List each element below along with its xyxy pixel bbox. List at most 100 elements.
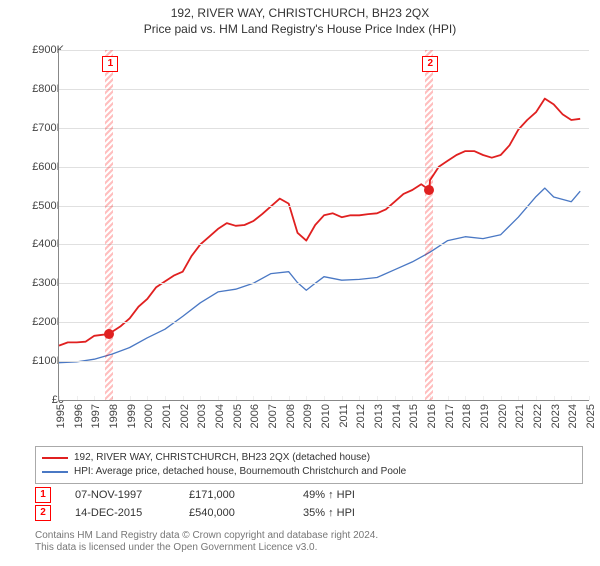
- x-axis-tick: [501, 396, 502, 400]
- y-axis-label: £900K: [14, 44, 64, 56]
- x-axis-label: 2020: [497, 404, 509, 428]
- x-axis-label: 2025: [585, 404, 597, 428]
- x-axis-tick: [236, 396, 237, 400]
- x-axis-label: 2014: [391, 404, 403, 428]
- x-axis-label: 1997: [90, 404, 102, 428]
- footer-line: Contains HM Land Registry data © Crown c…: [35, 530, 378, 542]
- event-price: £171,000: [189, 489, 279, 501]
- x-axis-label: 2016: [426, 404, 438, 428]
- x-axis-tick: [165, 396, 166, 400]
- x-axis-label: 2024: [567, 404, 579, 428]
- price-paid-band: [105, 50, 113, 400]
- x-axis-tick: [183, 396, 184, 400]
- y-axis-label: £800K: [14, 83, 64, 95]
- x-axis-tick: [342, 396, 343, 400]
- footer-line: This data is licensed under the Open Gov…: [35, 542, 378, 554]
- x-axis-tick: [289, 396, 290, 400]
- y-axis-label: £300K: [14, 277, 64, 289]
- price-events: 1 07-NOV-1997 £171,000 49% ↑ HPI 2 14-DE…: [35, 486, 393, 522]
- legend-item-hpi: HPI: Average price, detached house, Bour…: [42, 465, 576, 479]
- event-note: 35% ↑ HPI: [303, 507, 393, 519]
- price-paid-badge-icon: 2: [422, 56, 438, 72]
- event-row: 1 07-NOV-1997 £171,000 49% ↑ HPI: [35, 486, 393, 504]
- x-axis-tick: [359, 396, 360, 400]
- x-axis-tick: [571, 396, 572, 400]
- x-axis-tick: [412, 396, 413, 400]
- event-badge-icon: 2: [35, 505, 51, 521]
- chart-lines: [59, 50, 589, 400]
- x-axis-tick: [448, 396, 449, 400]
- price-paid-marker: [424, 185, 434, 195]
- x-axis-tick: [59, 396, 60, 400]
- x-axis-label: 1999: [126, 404, 138, 428]
- y-axis-label: £100K: [14, 355, 64, 367]
- legend-swatch-subject: [42, 457, 68, 459]
- x-axis-label: 2001: [161, 404, 173, 428]
- x-axis-label: 2013: [373, 404, 385, 428]
- x-axis-label: 2010: [320, 404, 332, 428]
- price-paid-marker: [104, 329, 114, 339]
- x-axis-label: 2011: [338, 404, 350, 428]
- gridline-horizontal: [59, 322, 589, 323]
- x-axis-label: 1998: [108, 404, 120, 428]
- x-axis-label: 2005: [232, 404, 244, 428]
- legend-label-hpi: HPI: Average price, detached house, Bour…: [74, 465, 406, 479]
- x-axis-label: 2007: [267, 404, 279, 428]
- x-axis-label: 1995: [55, 404, 67, 428]
- y-axis-label: £400K: [14, 238, 64, 250]
- x-axis-tick: [324, 396, 325, 400]
- gridline-horizontal: [59, 167, 589, 168]
- x-axis-label: 2004: [214, 404, 226, 428]
- gridline-horizontal: [59, 361, 589, 362]
- gridline-horizontal: [59, 206, 589, 207]
- x-axis-label: 2009: [302, 404, 314, 428]
- x-axis-label: 2002: [179, 404, 191, 428]
- event-date: 14-DEC-2015: [75, 507, 165, 519]
- series-line-hpi: [59, 188, 580, 363]
- x-axis-tick: [147, 396, 148, 400]
- event-row: 2 14-DEC-2015 £540,000 35% ↑ HPI: [35, 504, 393, 522]
- x-axis-label: 2008: [285, 404, 297, 428]
- legend-swatch-hpi: [42, 471, 68, 473]
- x-axis-tick: [94, 396, 95, 400]
- x-axis-tick: [518, 396, 519, 400]
- legend-item-subject: 192, RIVER WAY, CHRISTCHURCH, BH23 2QX (…: [42, 451, 576, 465]
- x-axis-tick: [77, 396, 78, 400]
- series-line-subject: [59, 99, 580, 346]
- chart-title-sub: Price paid vs. HM Land Registry's House …: [0, 22, 600, 36]
- x-axis-tick: [483, 396, 484, 400]
- event-price: £540,000: [189, 507, 279, 519]
- gridline-horizontal: [59, 244, 589, 245]
- y-axis-label: £500K: [14, 200, 64, 212]
- chart-title-main: 192, RIVER WAY, CHRISTCHURCH, BH23 2QX: [0, 6, 600, 20]
- price-paid-badge-icon: 1: [102, 56, 118, 72]
- x-axis-tick: [554, 396, 555, 400]
- x-axis-tick: [271, 396, 272, 400]
- event-date: 07-NOV-1997: [75, 489, 165, 501]
- y-axis-label: £600K: [14, 161, 64, 173]
- x-axis-label: 1996: [73, 404, 85, 428]
- legend: 192, RIVER WAY, CHRISTCHURCH, BH23 2QX (…: [35, 446, 583, 484]
- x-axis-label: 2015: [408, 404, 420, 428]
- x-axis-label: 2023: [550, 404, 562, 428]
- x-axis-label: 2006: [249, 404, 261, 428]
- x-axis-tick: [465, 396, 466, 400]
- gridline-horizontal: [59, 89, 589, 90]
- x-axis-tick: [377, 396, 378, 400]
- x-axis-tick: [218, 396, 219, 400]
- x-axis-tick: [200, 396, 201, 400]
- x-axis-tick: [130, 396, 131, 400]
- x-axis-tick: [589, 396, 590, 400]
- gridline-horizontal: [59, 283, 589, 284]
- y-axis-label: £200K: [14, 316, 64, 328]
- legend-label-subject: 192, RIVER WAY, CHRISTCHURCH, BH23 2QX (…: [74, 451, 370, 465]
- x-axis-label: 2012: [355, 404, 367, 428]
- chart-plot-area: 12: [58, 50, 589, 401]
- event-badge-icon: 1: [35, 487, 51, 503]
- gridline-horizontal: [59, 50, 589, 51]
- x-axis-label: 2000: [143, 404, 155, 428]
- y-axis-label: £700K: [14, 122, 64, 134]
- x-axis-tick: [395, 396, 396, 400]
- x-axis-label: 2017: [444, 404, 456, 428]
- price-paid-band: [425, 50, 433, 400]
